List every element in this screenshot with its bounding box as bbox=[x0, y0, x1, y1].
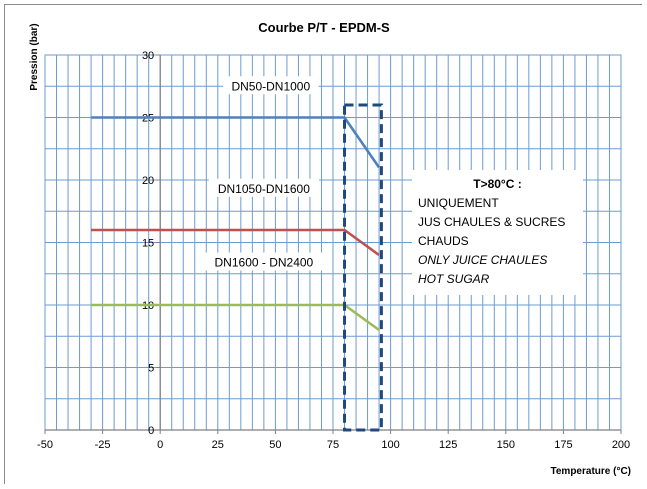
annotation-line: CHAUDS bbox=[418, 234, 469, 248]
annotation-line: JUS CHAULES & SUCRES bbox=[418, 215, 565, 229]
y-tick-label: 0 bbox=[148, 425, 154, 437]
series-label-background bbox=[201, 252, 327, 271]
series-label: DN50-DN1000 bbox=[231, 79, 310, 93]
series-label-background bbox=[223, 76, 319, 95]
chart-frame: 0 5 10 15 20 25 30 -50 -25 0 25 50 75 100 125 150 175 20… bbox=[4, 4, 643, 485]
x-tick-label: 175 bbox=[554, 439, 572, 451]
y-axis-title: Pression (bar) bbox=[29, 23, 40, 90]
y-tick-label: 30 bbox=[142, 50, 154, 62]
x-tick-label: 125 bbox=[439, 439, 457, 451]
x-tick-label: 0 bbox=[157, 439, 163, 451]
x-tick-label: 25 bbox=[212, 439, 224, 451]
x-tick-label: 50 bbox=[269, 439, 281, 451]
chart-title: Courbe P/T - EPDM-S bbox=[258, 20, 390, 35]
x-axis-title: Temperature (°C) bbox=[551, 466, 632, 477]
series-line bbox=[91, 116, 381, 169]
x-tick-label: -50 bbox=[37, 439, 53, 451]
y-tick-label: 15 bbox=[142, 238, 154, 250]
annotation-line: UNIQUEMENT bbox=[418, 196, 499, 210]
x-tick-label: 100 bbox=[381, 439, 399, 451]
x-tick-label: 150 bbox=[497, 439, 515, 451]
annotation-line: T>80°C : bbox=[473, 177, 521, 191]
x-tick-label: 75 bbox=[327, 439, 339, 451]
annotation-line: ONLY JUICE CHAULES bbox=[418, 253, 547, 267]
y-tick-label: 20 bbox=[142, 175, 154, 187]
annotation-background bbox=[412, 170, 583, 295]
series-labels: DN50-DN1000 DN1050-DN1600 DN1600 - DN2400 bbox=[201, 76, 327, 271]
series-label: DN1600 - DN2400 bbox=[215, 256, 314, 270]
annotation-line: HOT SUGAR bbox=[418, 272, 490, 286]
series-label-background bbox=[208, 178, 319, 197]
x-tick-label: -25 bbox=[95, 439, 111, 451]
annotation-box: T>80°C : UNIQUEMENT JUS CHAULES & SUCRES CH… bbox=[412, 170, 583, 295]
series-label: DN1050-DN1600 bbox=[218, 182, 310, 196]
highlight-box bbox=[343, 103, 383, 432]
x-axis-ticks: -50 -25 0 25 50 75 100 125 150 175 200 bbox=[37, 430, 630, 451]
highlight-dashed-box bbox=[343, 103, 383, 432]
series-line bbox=[91, 228, 380, 257]
x-tick-label: 200 bbox=[612, 439, 630, 451]
y-tick-label: 5 bbox=[148, 363, 154, 375]
